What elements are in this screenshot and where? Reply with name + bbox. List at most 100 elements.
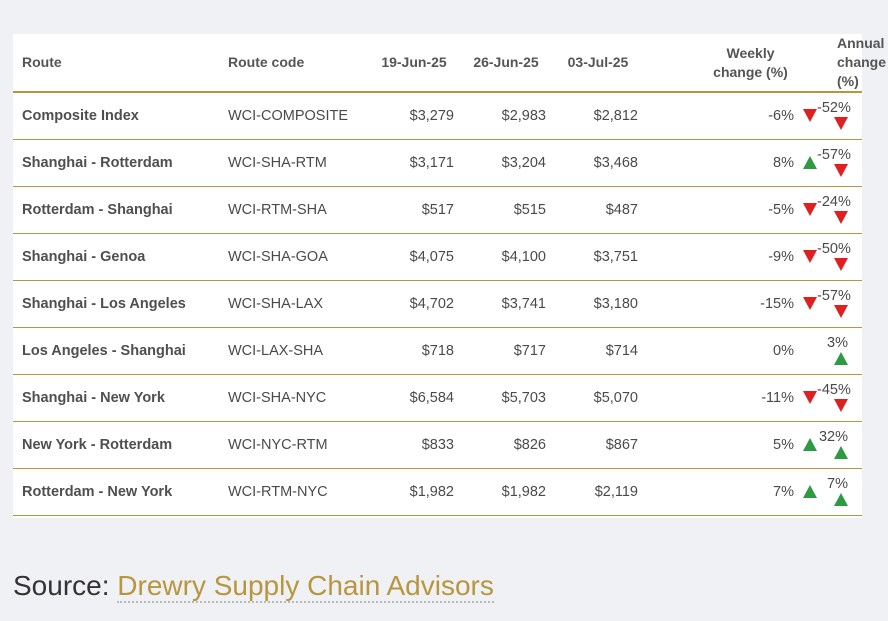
weekly-change-cell: -11% [644, 374, 817, 422]
annual-change-cell-value: 7% [827, 476, 848, 492]
annual-change-cell: 32% [817, 421, 862, 469]
date-2-rate-cell: $1,982 [460, 468, 552, 516]
date-3-rate-cell: $714 [552, 327, 644, 375]
weekly-change-cell-value: 7% [773, 484, 794, 500]
up-triangle-icon [834, 351, 848, 365]
weekly-change-cell-value: -6% [768, 108, 794, 124]
table-body: Composite Index WCI-COMPOSITE $3,279 $2,983… [13, 92, 862, 516]
route-code-cell: WCI-RTM-SHA [219, 186, 368, 234]
header-route: Route [13, 34, 219, 93]
freight-rate-table-card: Route Route code 19-Jun-25 26-Jun-25 03-… [13, 34, 886, 518]
annual-change-cell-value: -24% [817, 194, 851, 210]
weekly-change-cell: -6% [644, 92, 817, 140]
annual-change-cell-value: -57% [817, 147, 851, 163]
date-3-rate-cell: $3,468 [552, 139, 644, 187]
weekly-change-cell: 8% [644, 139, 817, 187]
annual-change-cell: -52% [817, 92, 862, 140]
date-1-rate-cell: $517 [368, 186, 460, 234]
route-code-cell: WCI-COMPOSITE [219, 92, 368, 140]
route-code-cell: WCI-LAX-SHA [219, 327, 368, 375]
annual-change-cell-value: 3% [827, 335, 848, 351]
freight-rate-table: Route Route code 19-Jun-25 26-Jun-25 03-… [13, 34, 886, 516]
annual-change-cell: 3% [817, 327, 862, 375]
date-3-rate-cell: $487 [552, 186, 644, 234]
route-cell: New York - Rotterdam [13, 421, 219, 469]
date-1-rate-cell: $4,075 [368, 233, 460, 281]
date-2-rate-cell: $515 [460, 186, 552, 234]
weekly-change-cell: -9% [644, 233, 817, 281]
table-row: Composite Index WCI-COMPOSITE $3,279 $2,983… [13, 92, 862, 140]
date-1-rate-cell: $3,279 [368, 92, 460, 140]
table-row: Rotterdam - New York WCI-RTM-NYC $1,982 $1,… [13, 468, 862, 516]
date-2-rate-cell: $3,204 [460, 139, 552, 187]
date-3-rate-cell: $5,070 [552, 374, 644, 422]
date-2-rate-cell: $717 [460, 327, 552, 375]
table-row: Shanghai - Rotterdam WCI-SHA-RTM $3,171 $3,… [13, 139, 862, 187]
annual-change-cell: -50% [817, 233, 862, 281]
route-cell: Shanghai - Rotterdam [13, 139, 219, 187]
annual-change-cell: -45% [817, 374, 862, 422]
annual-change-cell: -24% [817, 186, 862, 234]
annual-change-cell-value: -52% [817, 100, 851, 116]
up-triangle-icon [803, 484, 817, 498]
route-code-cell: WCI-SHA-NYC [219, 374, 368, 422]
date-1-rate-cell: $718 [368, 327, 460, 375]
date-1-rate-cell: $1,982 [368, 468, 460, 516]
route-cell: Composite Index [13, 92, 219, 140]
down-triangle-icon [803, 108, 817, 122]
route-cell: Los Angeles - Shanghai [13, 327, 219, 375]
table-row: Los Angeles - Shanghai WCI-LAX-SHA $718 $71… [13, 327, 862, 375]
route-cell: Rotterdam - New York [13, 468, 219, 516]
weekly-change-cell-value: -11% [761, 390, 794, 406]
date-2-rate-cell: $3,741 [460, 280, 552, 328]
source-label: Source: [13, 570, 110, 601]
down-triangle-icon [834, 398, 848, 412]
weekly-change-cell-value: 5% [773, 437, 794, 453]
route-cell: Shanghai - New York [13, 374, 219, 422]
date-1-rate-cell: $833 [368, 421, 460, 469]
up-triangle-icon [803, 155, 817, 169]
up-triangle-icon [834, 492, 848, 506]
header-annual-line1: Annual [837, 35, 885, 51]
route-code-cell: WCI-RTM-NYC [219, 468, 368, 516]
route-cell: Shanghai - Los Angeles [13, 280, 219, 328]
header-weekly-line1: Weekly [726, 44, 775, 61]
down-triangle-icon [803, 296, 817, 310]
header-date-1: 19-Jun-25 [368, 34, 460, 93]
annual-change-cell-value: -45% [817, 382, 851, 398]
source-link[interactable]: Drewry Supply Chain Advisors [117, 570, 494, 603]
weekly-change-cell-value: -9% [768, 249, 794, 265]
weekly-change-cell: 7% [644, 468, 817, 516]
route-cell: Shanghai - Genoa [13, 233, 219, 281]
date-3-rate-cell: $2,119 [552, 468, 644, 516]
date-2-rate-cell: $2,983 [460, 92, 552, 140]
annual-change-cell-value: -57% [817, 288, 851, 304]
weekly-change-cell-value: -5% [768, 202, 794, 218]
date-3-rate-cell: $2,812 [552, 92, 644, 140]
route-cell: Rotterdam - Shanghai [13, 186, 219, 234]
route-code-cell: WCI-SHA-GOA [219, 233, 368, 281]
down-triangle-icon [834, 210, 848, 224]
table-row: Shanghai - New York WCI-SHA-NYC $6,584 $5,7… [13, 374, 862, 422]
table-header-row: Route Route code 19-Jun-25 26-Jun-25 03-… [13, 34, 886, 93]
weekly-change-cell-value: -15% [760, 296, 794, 312]
header-annual-line2: change (%) [837, 54, 887, 89]
date-1-rate-cell: $4,702 [368, 280, 460, 328]
table-row: New York - Rotterdam WCI-NYC-RTM $833 $826 $… [13, 421, 862, 469]
table-row: Shanghai - Genoa WCI-SHA-GOA $4,075 $4,100 $… [13, 233, 862, 281]
route-code-cell: WCI-SHA-RTM [219, 139, 368, 187]
route-code-cell: WCI-NYC-RTM [219, 421, 368, 469]
up-triangle-icon [803, 437, 817, 451]
table-row: Shanghai - Los Angeles WCI-SHA-LAX $4,702 $… [13, 280, 862, 328]
weekly-change-cell: -5% [644, 186, 817, 234]
annual-change-cell-value: -50% [817, 241, 851, 257]
annual-change-cell: -57% [817, 280, 862, 328]
header-date-2: 26-Jun-25 [460, 34, 552, 93]
date-2-rate-cell: $826 [460, 421, 552, 469]
date-3-rate-cell: $867 [552, 421, 644, 469]
source-line: Source: Drewry Supply Chain Advisors [13, 570, 494, 603]
weekly-change-cell: 5% [644, 421, 817, 469]
down-triangle-icon [803, 202, 817, 216]
up-triangle-icon [834, 445, 848, 459]
annual-change-cell: -57% [817, 139, 862, 187]
